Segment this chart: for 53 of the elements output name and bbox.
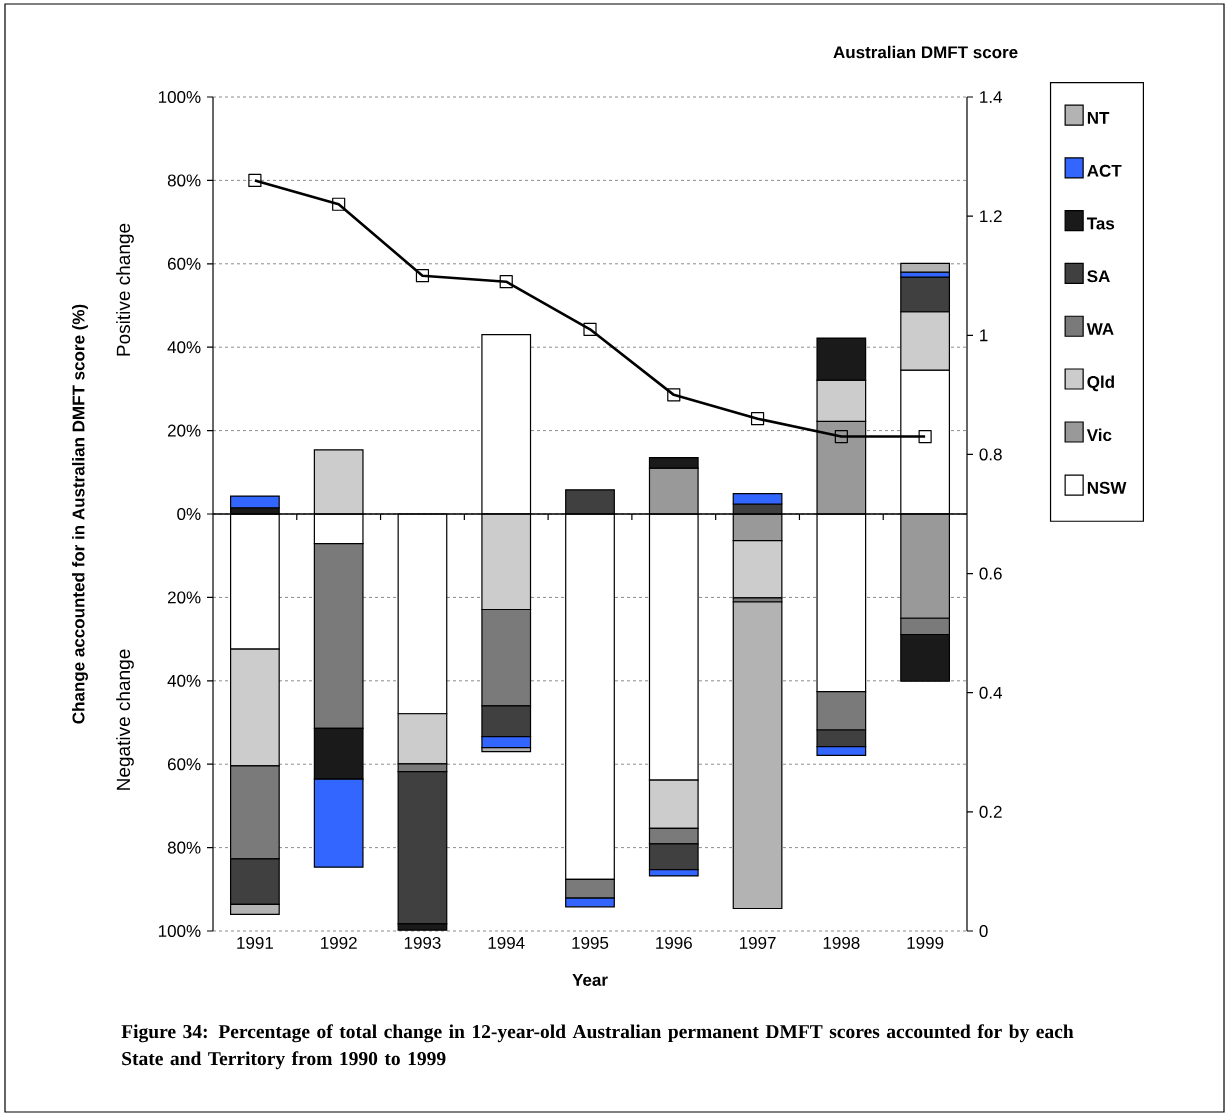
x-axis-title: Year: [572, 974, 608, 986]
text: Positive change: [116, 223, 134, 356]
text: Figure 34: Percentage of total change in 12-year-old Australian permanent DMFT scores accounted for by each State and Territory from 1990 to 1999: [121, 1024, 1074, 1070]
point: [248, 173, 262, 188]
legend-label: Vic: [1086, 428, 1112, 442]
bar: [230, 495, 280, 509]
x-tick-label: 1992: [321, 936, 357, 949]
legend-label: NSW: [1087, 481, 1127, 494]
y-tick-label: 20%: [167, 591, 201, 604]
y-tick-label: 80%: [167, 841, 201, 854]
point: [834, 429, 848, 444]
point: [499, 275, 513, 289]
point: [750, 412, 765, 426]
legend-label: WA: [1086, 323, 1114, 335]
x-tick-label: 1999: [907, 936, 944, 949]
point: [918, 429, 932, 444]
bar: [732, 601, 783, 910]
y-tick-label: 60%: [167, 758, 201, 771]
y-tick-label: 80%: [167, 174, 201, 187]
legend-label: Qld: [1087, 375, 1114, 392]
legend-label: SA: [1087, 270, 1110, 283]
y2-tick-label: 0: [979, 924, 988, 938]
y-axis-title: Change accounted for in Australian DMFT score (%): [72, 304, 88, 724]
y-tick-label: 40%: [167, 341, 201, 354]
y-tick-label: 100%: [158, 924, 201, 938]
y-tick-label: 100%: [158, 90, 201, 104]
point: [667, 388, 681, 402]
y-tick-label: 20%: [167, 424, 201, 437]
x-tick-label: 1995: [572, 936, 609, 949]
legend-label: NT: [1087, 112, 1110, 124]
y-tick-label: 40%: [167, 674, 201, 687]
y2-tick-label: 1.4: [980, 91, 1002, 103]
y2-axis-title: Australian DMFT score: [833, 45, 1018, 59]
y2-tick-label: 0.8: [979, 448, 1002, 461]
point: [415, 269, 430, 283]
point: [332, 197, 346, 211]
x-tick-label: 1993: [404, 936, 441, 949]
y2-tick-label: 0.6: [979, 567, 1002, 580]
x-tick-label: 1991: [237, 936, 273, 949]
x-tick-label: 1997: [739, 936, 776, 949]
y2-tick-label: 1: [980, 329, 988, 342]
x-tick-label: 1994: [488, 936, 525, 949]
y-tick-label: 60%: [167, 257, 201, 270]
y2-tick-label: 1.2: [980, 210, 1002, 223]
legend-label: ACT: [1087, 164, 1122, 177]
y-tick-label: 0%: [177, 507, 201, 521]
point: [583, 322, 597, 336]
x-tick-label: 1996: [656, 936, 692, 949]
y2-tick-label: 0.4: [979, 686, 1002, 699]
y2-tick-label: 0.2: [979, 805, 1002, 818]
legend-label: Tas: [1086, 217, 1115, 230]
text: Negative change: [116, 649, 134, 790]
x-tick-label: 1998: [823, 936, 860, 949]
